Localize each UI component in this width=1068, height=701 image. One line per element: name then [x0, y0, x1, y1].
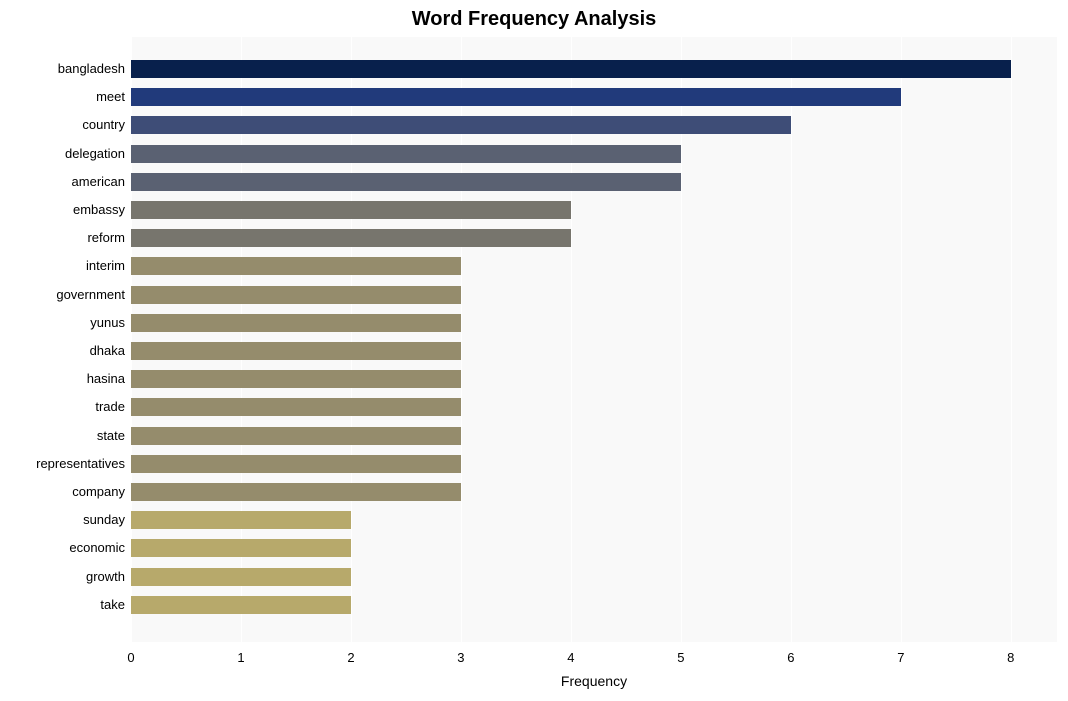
- bar: [131, 116, 791, 134]
- y-tick-label: take: [100, 596, 125, 614]
- bar: [131, 568, 351, 586]
- y-tick-label: embassy: [73, 201, 125, 219]
- y-tick-label: economic: [69, 539, 125, 557]
- bar: [131, 201, 571, 219]
- y-tick-label: growth: [86, 568, 125, 586]
- y-tick-label: yunus: [90, 314, 125, 332]
- chart-title: Word Frequency Analysis: [0, 8, 1068, 31]
- y-tick-label: trade: [95, 398, 125, 416]
- y-tick-label: american: [72, 173, 125, 191]
- x-tick-label: 1: [237, 650, 244, 665]
- y-tick-label: hasina: [87, 370, 125, 388]
- bar: [131, 173, 681, 191]
- y-tick-label: reform: [87, 229, 125, 247]
- x-tick-label: 7: [897, 650, 904, 665]
- bar: [131, 596, 351, 614]
- bar: [131, 286, 461, 304]
- bar: [131, 60, 1011, 78]
- y-tick-label: delegation: [65, 145, 125, 163]
- bar: [131, 257, 461, 275]
- bar: [131, 145, 681, 163]
- y-tick-label: bangladesh: [58, 60, 125, 78]
- y-tick-label: state: [97, 427, 125, 445]
- y-tick-label: representatives: [36, 455, 125, 473]
- y-tick-label: dhaka: [90, 342, 125, 360]
- x-tick-label: 0: [127, 650, 134, 665]
- bar: [131, 483, 461, 501]
- chart-container: Word Frequency Analysis 012345678banglad…: [0, 0, 1068, 701]
- y-tick-label: country: [82, 116, 125, 134]
- y-tick-label: interim: [86, 257, 125, 275]
- bar: [131, 398, 461, 416]
- bar: [131, 342, 461, 360]
- grid-line: [1011, 37, 1012, 642]
- x-tick-label: 4: [567, 650, 574, 665]
- bar: [131, 314, 461, 332]
- grid-line: [791, 37, 792, 642]
- x-tick-label: 3: [457, 650, 464, 665]
- bar: [131, 229, 571, 247]
- bar: [131, 427, 461, 445]
- x-tick-label: 5: [677, 650, 684, 665]
- y-tick-label: government: [56, 286, 125, 304]
- x-tick-label: 2: [347, 650, 354, 665]
- bar: [131, 455, 461, 473]
- bar: [131, 539, 351, 557]
- y-tick-label: company: [72, 483, 125, 501]
- grid-line: [901, 37, 902, 642]
- bar: [131, 370, 461, 388]
- bar: [131, 511, 351, 529]
- y-tick-label: meet: [96, 88, 125, 106]
- x-axis-label: Frequency: [561, 673, 627, 689]
- x-tick-label: 6: [787, 650, 794, 665]
- x-tick-label: 8: [1007, 650, 1014, 665]
- y-tick-label: sunday: [83, 511, 125, 529]
- bar: [131, 88, 901, 106]
- plot-area: 012345678bangladeshmeetcountrydelegation…: [131, 37, 1057, 642]
